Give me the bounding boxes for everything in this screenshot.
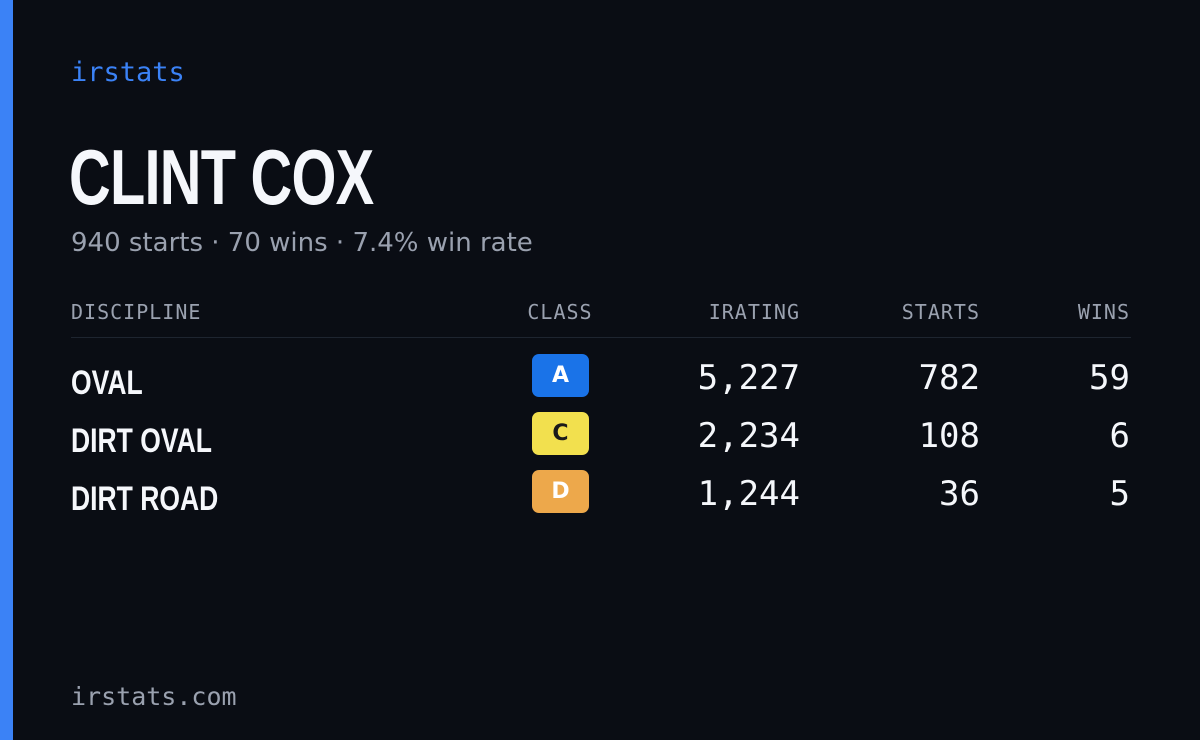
- discipline-name: DIRT OVAL: [71, 422, 212, 460]
- wins-value: 59: [1089, 358, 1130, 398]
- driver-name: CLINT COX: [69, 133, 374, 221]
- class-badge: A: [532, 354, 589, 397]
- header-wins: WINS: [1077, 300, 1130, 324]
- starts-value: 36: [939, 474, 980, 514]
- driver-summary: 940 starts · 70 wins · 7.4% win rate: [71, 228, 533, 258]
- wins-value: 6: [1109, 416, 1130, 456]
- wins-value: 5: [1109, 474, 1130, 514]
- irating-value: 5,227: [697, 358, 800, 398]
- footer-domain: irstats.com: [71, 682, 237, 711]
- irating-value: 1,244: [697, 474, 800, 514]
- discipline-name: DIRT ROAD: [71, 480, 219, 518]
- header-discipline: DISCIPLINE: [71, 300, 202, 324]
- discipline-name: OVAL: [71, 364, 143, 402]
- header-irating: IRATING: [708, 300, 800, 324]
- header-starts: STARTS: [901, 300, 980, 324]
- class-badge: D: [532, 470, 589, 513]
- header-class: CLASS: [527, 300, 593, 324]
- brand-logo: irstats: [71, 57, 185, 88]
- header-divider: [71, 337, 1131, 338]
- starts-value: 782: [918, 358, 980, 398]
- accent-bar: [0, 0, 13, 740]
- class-badge: C: [532, 412, 589, 455]
- irating-value: 2,234: [697, 416, 800, 456]
- starts-value: 108: [918, 416, 980, 456]
